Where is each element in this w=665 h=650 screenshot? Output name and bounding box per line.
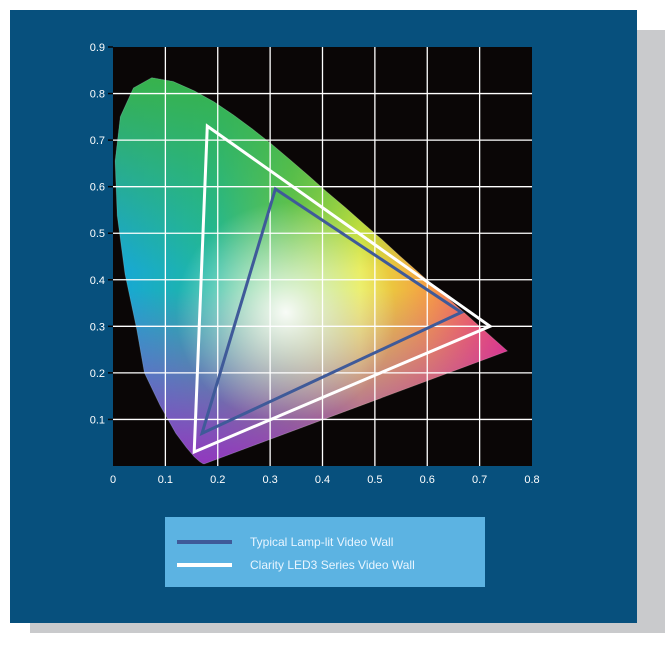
y-tick-label: 0.1 (90, 414, 105, 426)
legend-swatch-lamp (177, 540, 232, 544)
led3-gamut-triangle (192, 123, 494, 455)
x-tick-label: 0.7 (472, 474, 487, 486)
lamp-lit-gamut-triangle (199, 186, 465, 437)
y-tick-label: 0.5 (90, 228, 105, 240)
x-tick-label: 0.8 (524, 474, 539, 486)
y-tick-label: 0.2 (90, 368, 105, 380)
y-tick-label: 0.4 (90, 275, 105, 287)
y-tick-label: 0.7 (90, 135, 105, 147)
legend-swatch-led (177, 563, 232, 567)
x-tick-label: 0.1 (158, 474, 173, 486)
y-tick-label: 0.8 (90, 89, 105, 101)
y-tick-label: 0.9 (90, 42, 105, 54)
gamut-triangles (192, 123, 494, 455)
legend-label-lamp: Typical Lamp-lit Video Wall (250, 535, 394, 549)
axis-labels: 0 0.1 0.2 0.3 0.4 0.5 0.6 0.7 0.8 0.1 0.2 0.3 0.4 0.5… (90, 42, 540, 486)
legend-label-led: Clarity LED3 Series Video Wall (250, 558, 415, 572)
y-tick-label: 0.3 (90, 321, 105, 333)
x-tick-label: 0.2 (210, 474, 225, 486)
x-tick-label: 0 (110, 474, 116, 486)
x-tick-label: 0.4 (315, 474, 330, 486)
x-tick-label: 0.5 (367, 474, 382, 486)
x-tick-label: 0.3 (262, 474, 277, 486)
legend-item-led: Clarity LED3 Series Video Wall (177, 555, 415, 575)
legend-item-lamp: Typical Lamp-lit Video Wall (177, 532, 393, 552)
grid (108, 46, 532, 466)
legend: Typical Lamp-lit Video Wall Clarity LED3… (165, 517, 485, 587)
y-tick-label: 0.6 (90, 182, 105, 194)
x-tick-label: 0.6 (420, 474, 435, 486)
